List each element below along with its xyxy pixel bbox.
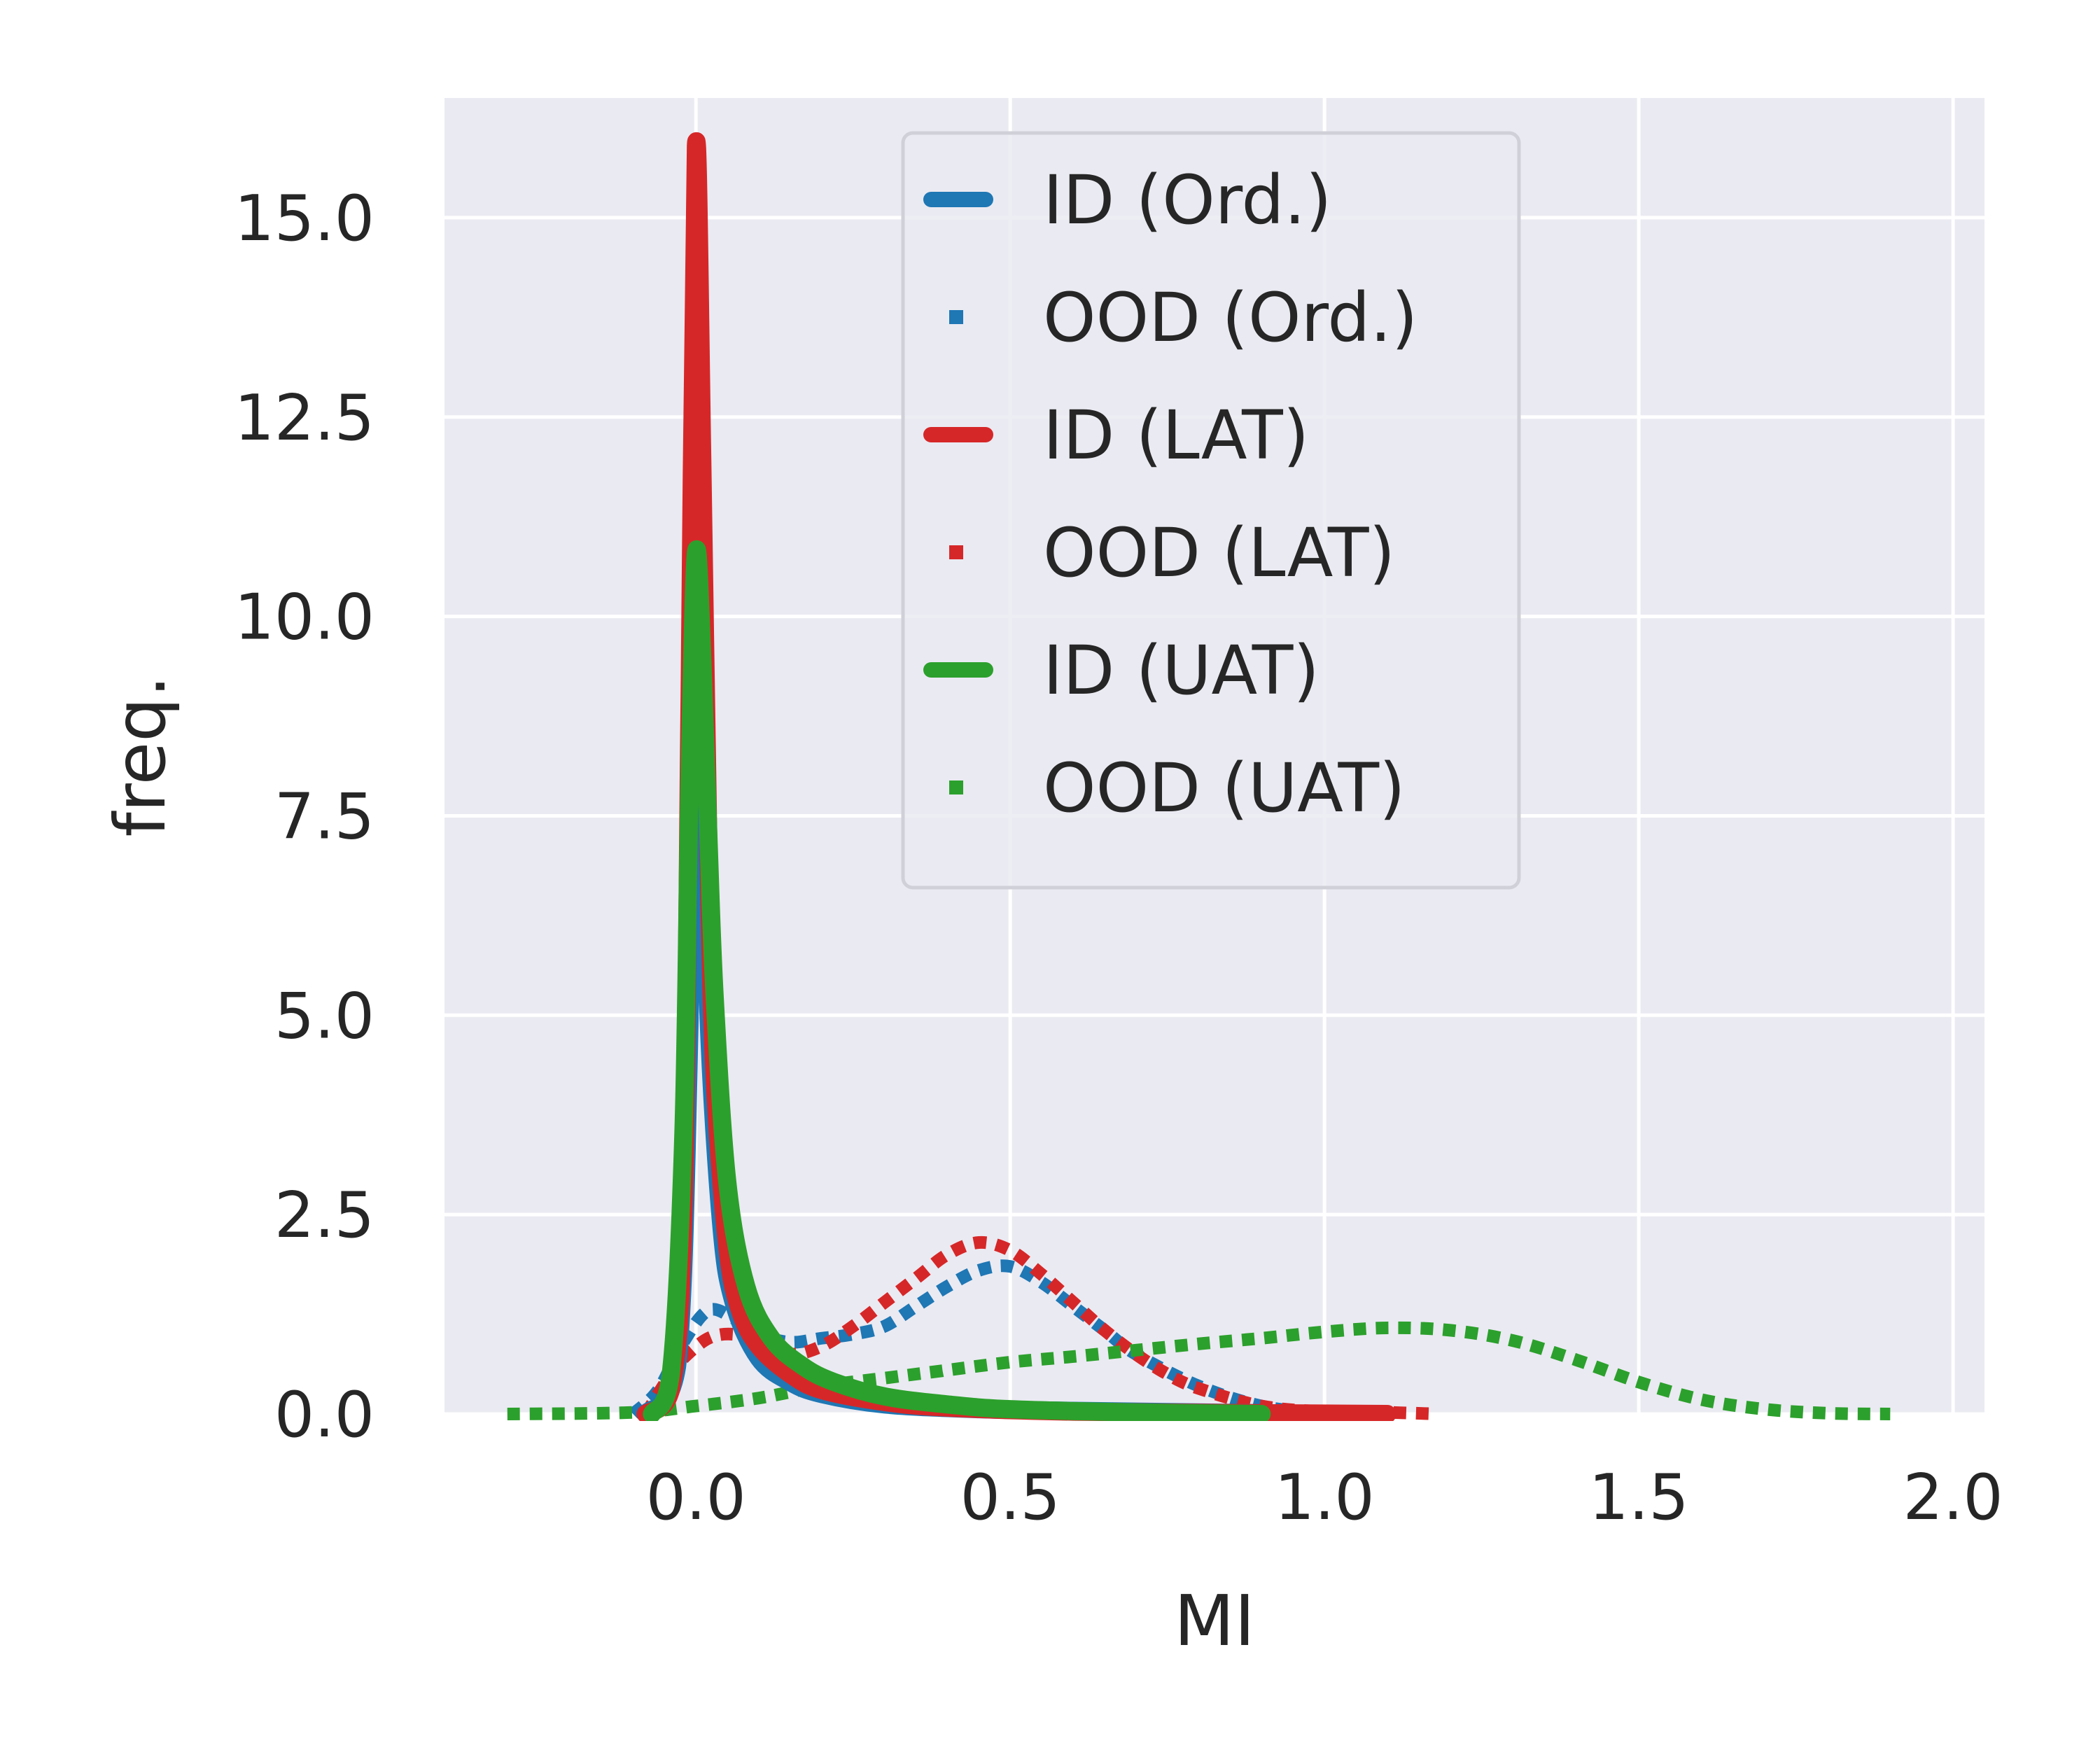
series-line-id-uat (643, 540, 1271, 1421)
legend-label: ID (Ord.) (1043, 161, 1331, 239)
x-tick-label: 1.0 (1275, 1461, 1375, 1534)
y-axis-label: freq. (99, 676, 181, 837)
x-tick-label: 0.5 (960, 1461, 1060, 1534)
y-tick-label: 10.0 (234, 581, 374, 654)
y-tick-label: 5.0 (274, 979, 374, 1053)
series-line-ood-uat (507, 1321, 1891, 1420)
x-tick-label: 1.5 (1589, 1461, 1689, 1534)
y-tick-label: 7.5 (274, 780, 374, 853)
y-tick-label: 15.0 (234, 182, 374, 255)
legend-label: ID (UAT) (1043, 631, 1320, 710)
y-tick-label: 2.5 (274, 1179, 374, 1252)
legend-label: OOD (LAT) (1043, 514, 1395, 592)
legend-frame (901, 131, 1521, 890)
series-layer (507, 132, 1891, 1421)
x-axis-label: MI (1174, 1580, 1255, 1662)
y-tick-label: 0.0 (274, 1378, 374, 1452)
legend-label: ID (LAT) (1043, 396, 1309, 475)
legend-label: OOD (UAT) (1043, 749, 1406, 827)
tick-labels: 0.0 0.5 1.0 1.5 2.0 0.0 2.5 5.0 7.5 10.0 12.5 15.0 (234, 182, 2003, 1534)
legend: ID (Ord.) OOD (Ord.) ID (LAT) OOD (LAT) ID (… (901, 131, 1521, 890)
x-tick-label: 0.0 (646, 1461, 746, 1534)
legend-label: OOD (Ord.) (1043, 279, 1418, 357)
y-tick-label: 12.5 (234, 382, 374, 455)
x-tick-label: 2.0 (1903, 1461, 2003, 1534)
series-line-ood-ord (629, 1259, 1326, 1420)
series-line-ood-lat (640, 1236, 1438, 1420)
